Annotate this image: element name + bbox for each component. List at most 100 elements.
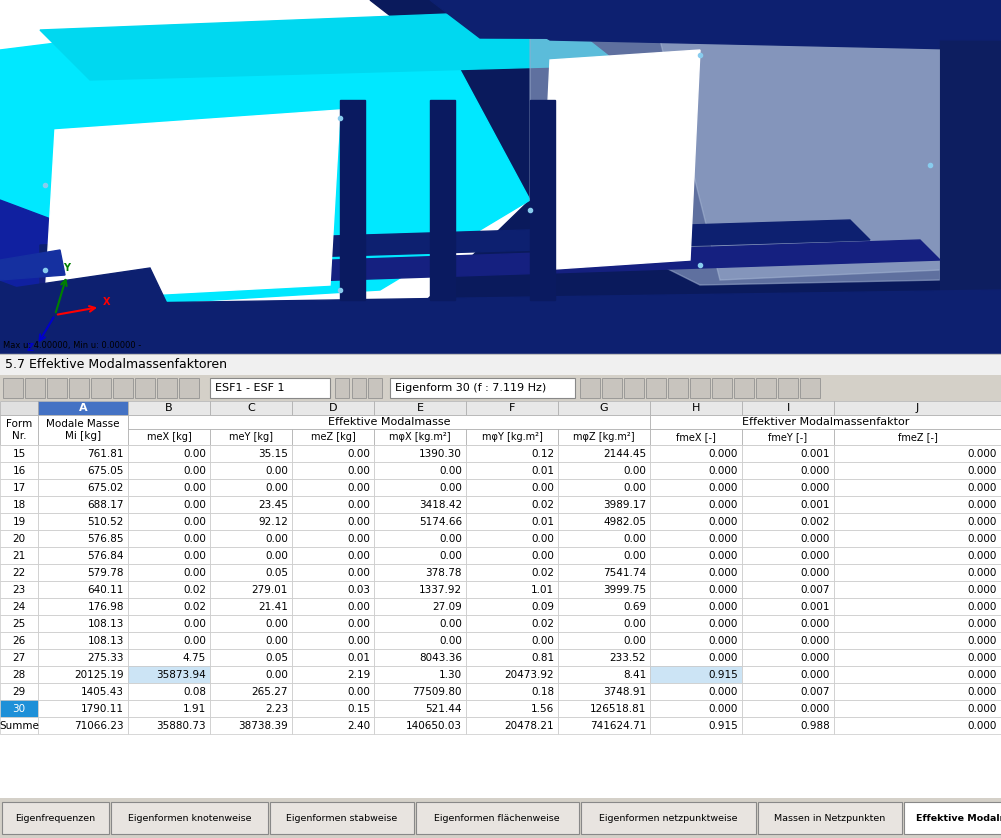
Bar: [834, 462, 1001, 479]
Bar: [374, 632, 466, 649]
Text: 0.000: 0.000: [801, 618, 830, 628]
Bar: [466, 496, 558, 513]
Text: Summe: Summe: [0, 721, 39, 731]
Bar: [38, 683, 128, 700]
Text: 0.00: 0.00: [347, 448, 370, 458]
Text: 30: 30: [12, 703, 26, 713]
Bar: [742, 598, 834, 615]
Text: 0.000: 0.000: [801, 483, 830, 493]
Bar: [466, 462, 558, 479]
Bar: [650, 615, 742, 632]
Text: 0.00: 0.00: [347, 551, 370, 561]
Polygon shape: [0, 30, 530, 310]
Text: G: G: [600, 403, 609, 413]
Text: 1.56: 1.56: [531, 703, 554, 713]
Polygon shape: [340, 100, 365, 300]
Bar: [558, 615, 650, 632]
Bar: [742, 513, 834, 530]
Text: 1790.11: 1790.11: [81, 703, 124, 713]
Bar: [466, 632, 558, 649]
Bar: [113, 378, 133, 398]
Bar: [690, 378, 710, 398]
Text: 0.007: 0.007: [801, 686, 830, 696]
Bar: [374, 700, 466, 717]
Text: 0.001: 0.001: [801, 602, 830, 612]
Text: 0.000: 0.000: [968, 584, 997, 594]
Bar: [742, 445, 834, 462]
Text: 1337.92: 1337.92: [418, 584, 462, 594]
Text: 20473.92: 20473.92: [505, 670, 554, 680]
Bar: [38, 401, 128, 415]
Text: 35880.73: 35880.73: [156, 721, 206, 731]
Text: meY [kg]: meY [kg]: [229, 432, 273, 442]
Text: 0.000: 0.000: [709, 551, 738, 561]
Bar: [128, 564, 210, 581]
Bar: [128, 530, 210, 547]
Bar: [210, 700, 292, 717]
Bar: [466, 479, 558, 496]
Text: 0.001: 0.001: [801, 448, 830, 458]
Bar: [210, 632, 292, 649]
Text: 8043.36: 8043.36: [419, 653, 462, 663]
Text: 0.12: 0.12: [531, 448, 554, 458]
Bar: [335, 378, 349, 398]
Text: 640.11: 640.11: [88, 584, 124, 594]
Bar: [210, 717, 292, 734]
Text: Effektive Modalmasse: Effektive Modalmasse: [327, 417, 450, 427]
Bar: [466, 429, 558, 445]
Bar: [374, 429, 466, 445]
Text: 0.00: 0.00: [439, 465, 462, 475]
Bar: [210, 378, 330, 398]
Bar: [558, 462, 650, 479]
Bar: [415, 802, 579, 834]
Text: I: I: [787, 403, 790, 413]
Text: Eigenformen flächenweise: Eigenformen flächenweise: [434, 814, 560, 823]
Text: 0.69: 0.69: [623, 602, 646, 612]
Bar: [38, 615, 128, 632]
Bar: [834, 683, 1001, 700]
Bar: [292, 598, 374, 615]
Text: 0.00: 0.00: [183, 448, 206, 458]
Text: 0.00: 0.00: [347, 483, 370, 493]
Text: 0.000: 0.000: [801, 653, 830, 663]
Text: D: D: [328, 403, 337, 413]
Text: 0.000: 0.000: [709, 567, 738, 577]
Text: 4.75: 4.75: [183, 653, 206, 663]
Text: 0.00: 0.00: [347, 635, 370, 645]
Bar: [292, 462, 374, 479]
Bar: [374, 564, 466, 581]
Bar: [466, 683, 558, 700]
Text: 17: 17: [12, 483, 26, 493]
Bar: [210, 598, 292, 615]
Bar: [374, 666, 466, 683]
Bar: [558, 700, 650, 717]
Bar: [157, 378, 177, 398]
Text: fmeY [-]: fmeY [-]: [769, 432, 808, 442]
Bar: [210, 564, 292, 581]
Bar: [742, 530, 834, 547]
Text: B: B: [165, 403, 173, 413]
Text: 265.27: 265.27: [251, 686, 288, 696]
Bar: [650, 632, 742, 649]
Bar: [558, 429, 650, 445]
Polygon shape: [0, 240, 160, 355]
Bar: [0, 445, 38, 462]
Bar: [650, 530, 742, 547]
Bar: [38, 445, 128, 462]
Bar: [38, 513, 128, 530]
Text: 0.000: 0.000: [801, 534, 830, 544]
Text: 26: 26: [12, 635, 26, 645]
Bar: [374, 615, 466, 632]
Text: Massen in Netzpunkten: Massen in Netzpunkten: [775, 814, 886, 823]
Bar: [756, 378, 776, 398]
Bar: [650, 479, 742, 496]
Bar: [374, 649, 466, 666]
Bar: [558, 717, 650, 734]
Bar: [0, 462, 38, 479]
Bar: [0, 615, 38, 632]
Text: 0.915: 0.915: [709, 721, 738, 731]
Text: 0.00: 0.00: [347, 534, 370, 544]
Text: 2.19: 2.19: [346, 670, 370, 680]
Bar: [581, 802, 756, 834]
Bar: [650, 717, 742, 734]
